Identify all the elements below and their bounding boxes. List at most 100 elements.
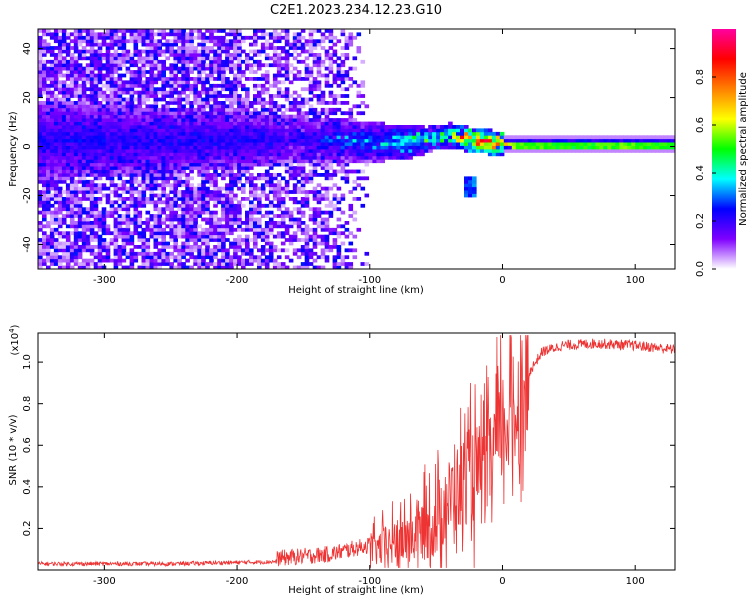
heatmap-cell (364, 145, 370, 150)
heatmap-cell (217, 53, 222, 57)
heatmap-cell (336, 101, 342, 105)
heatmap-cell (57, 255, 63, 260)
heatmap-cell (121, 155, 127, 160)
heatmap-cell (599, 149, 604, 153)
heatmap-cell (157, 135, 162, 140)
heatmap-cell (237, 258, 242, 263)
heatmap-cell (117, 63, 123, 68)
heatmap-cell (213, 234, 218, 239)
heatmap-cell (81, 179, 87, 184)
heatmap-cell (93, 107, 99, 112)
heatmap-cell (97, 32, 103, 37)
heatmap-cell (296, 149, 302, 153)
heatmap-cell (511, 149, 517, 153)
heatmap-cell (416, 128, 421, 133)
heatmap-cell (113, 265, 119, 269)
heatmap-cell (46, 111, 51, 116)
heatmap-cell (280, 200, 286, 205)
heatmap-cell (213, 183, 218, 188)
heatmap-cell (65, 152, 71, 157)
heatmap-cell (201, 138, 206, 143)
heatmap-cell (221, 173, 226, 177)
heatmap-cell (49, 107, 55, 112)
heatmap-cell (225, 207, 230, 212)
heatmap-cell (296, 104, 302, 109)
heatmap-cell (185, 193, 190, 198)
heatmap-cell (336, 169, 342, 174)
heatmap-cell (539, 145, 545, 150)
heatmap-cell (328, 121, 334, 126)
heatmap-cell (46, 66, 51, 71)
heatmap-cell (400, 142, 405, 146)
heatmap-cell (185, 214, 190, 218)
heatmap-cell (113, 227, 119, 232)
heatmap-cell (292, 200, 298, 205)
heatmap-cell (205, 77, 210, 81)
heatmap-cell (400, 135, 405, 140)
heatmap-cell (121, 42, 127, 47)
heatmap-cell (288, 217, 294, 222)
heatmap-cell (416, 131, 421, 136)
heatmap-cell (165, 166, 170, 170)
heatmap-cell (284, 125, 290, 129)
heatmap-cell (129, 135, 135, 140)
heatmap-cell (268, 258, 274, 263)
heatmap-cell (225, 162, 230, 167)
heatmap-cell (352, 118, 358, 122)
heatmap-cell (89, 173, 95, 177)
heatmap-cell (42, 42, 47, 47)
heatmap-cell (280, 73, 286, 78)
heatmap-cell (141, 35, 147, 40)
heatmap-cell (408, 135, 413, 140)
heatmap-cell (296, 39, 302, 44)
heatmap-cell (237, 166, 242, 170)
heatmap-cell (77, 118, 83, 122)
heatmap-cell (153, 131, 159, 136)
heatmap-cell (356, 111, 362, 116)
heatmap-cell (133, 59, 139, 64)
heatmap-cell (237, 138, 242, 143)
heatmap-cell (225, 118, 230, 122)
heatmap-cell (372, 125, 377, 129)
heatmap-cell (173, 176, 178, 181)
heatmap-cell (105, 193, 111, 198)
heatmap-cell (69, 186, 75, 191)
heatmap-cell (360, 131, 366, 136)
heatmap-cell (193, 255, 198, 260)
heatmap-cell (257, 142, 262, 146)
heatmap-cell (133, 125, 139, 129)
heatmap-cell (49, 121, 55, 126)
heatmap-cell (197, 248, 202, 253)
heatmap-cell (205, 162, 210, 167)
heatmap-cell (308, 46, 314, 50)
heatmap-cell (631, 138, 636, 143)
heatmap-cell (173, 49, 178, 54)
heatmap-cell (165, 162, 170, 167)
heatmap-cell (237, 29, 242, 33)
heatmap-cell (468, 135, 473, 140)
heatmap-cell (165, 49, 170, 54)
heatmap-cell (181, 203, 186, 208)
heatmap-cell (153, 121, 159, 126)
heatmap-cell (117, 173, 123, 177)
heatmap-cell (344, 118, 350, 122)
heatmap-cell (137, 190, 143, 194)
heatmap-cell (324, 248, 330, 253)
heatmap-cell (149, 87, 155, 92)
heatmap-cell (221, 42, 226, 47)
heatmap-cell (272, 221, 278, 225)
heatmap-cell (245, 53, 250, 57)
heatmap-cell (229, 155, 234, 160)
heatmap-cell (428, 138, 433, 143)
heatmap-cell (312, 169, 318, 174)
heatmap-cell (312, 234, 318, 239)
heatmap-cell (324, 135, 330, 140)
heatmap-cell (468, 145, 473, 150)
heatmap-cell (125, 169, 131, 174)
heatmap-cell (249, 227, 254, 232)
heatmap-cell (288, 162, 294, 167)
heatmap-cell (69, 145, 75, 150)
heatmap-cell (257, 186, 262, 191)
heatmap-cell (249, 207, 254, 212)
heatmap-cell (101, 138, 107, 143)
